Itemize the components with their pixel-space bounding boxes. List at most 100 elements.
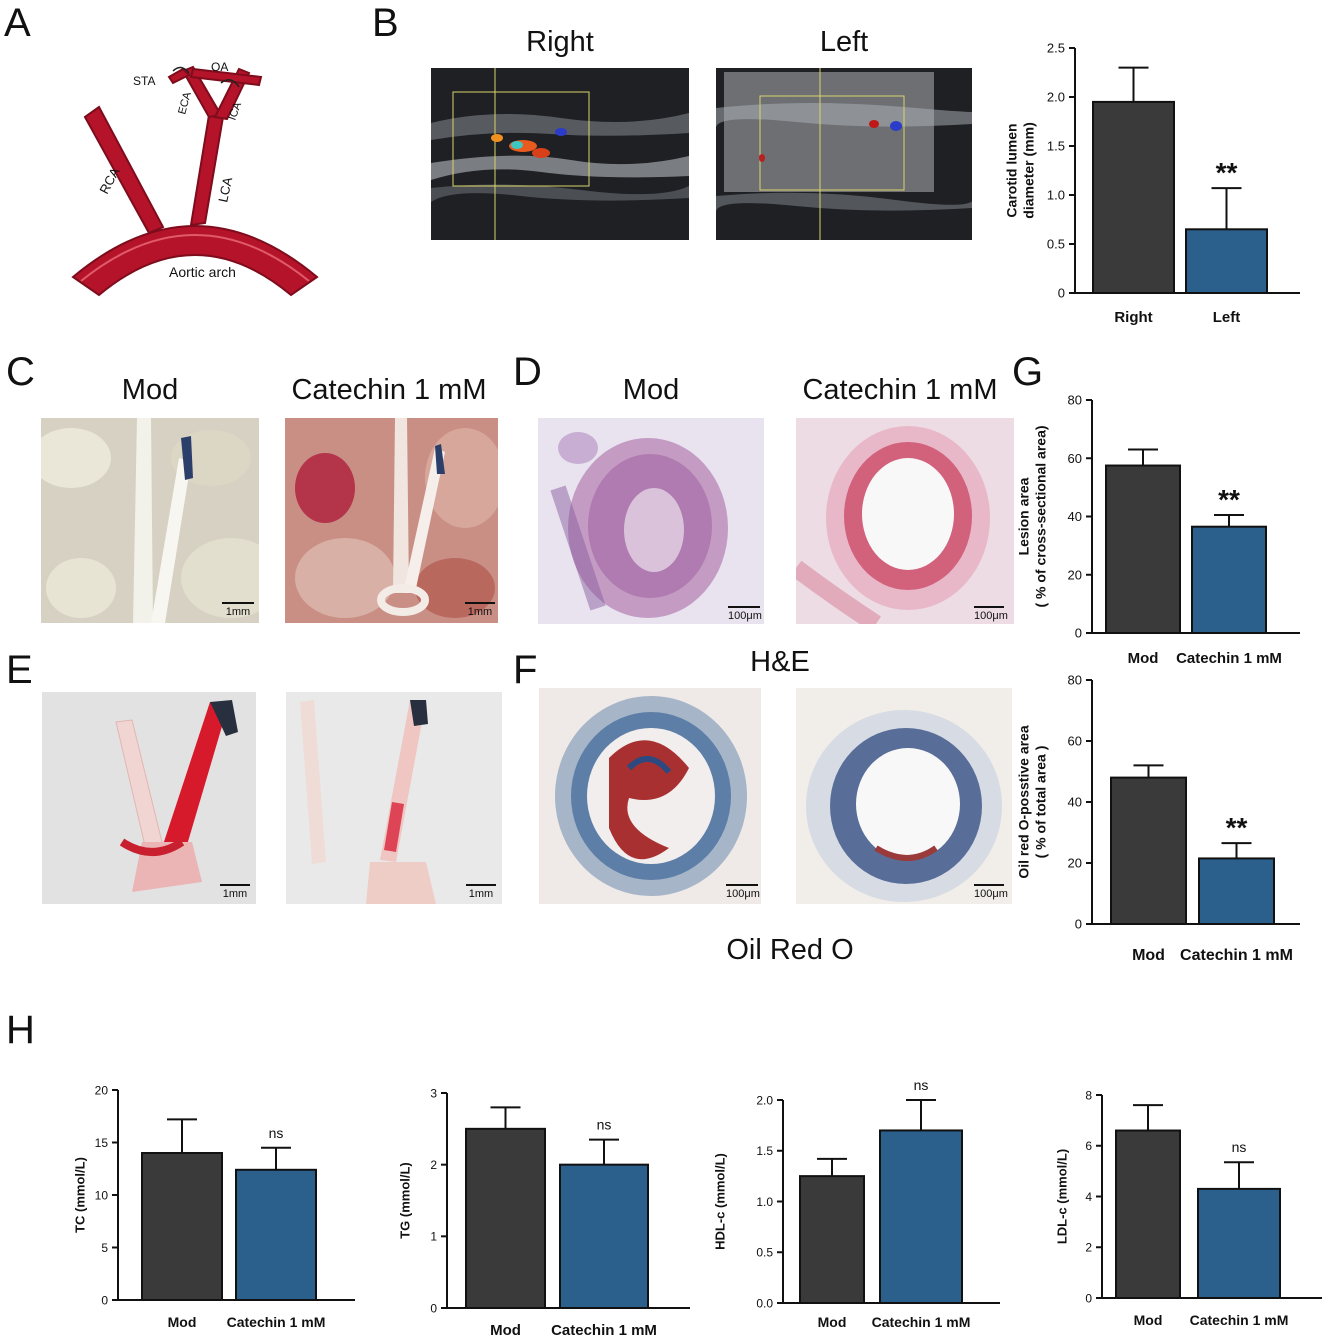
panel-b-left-title: Left — [819, 26, 869, 58]
y-tick-label: 40 — [1068, 795, 1082, 810]
bar-mod — [1115, 1129, 1181, 1300]
gross-carotid-mod-photo — [41, 418, 259, 623]
y-tick-label: 40 — [1068, 509, 1082, 524]
chart-b-lumen-diameter: 0 0.5 1.0 1.5 2.0 2.5 Right Left ** Carotid lumen… — [1004, 41, 1300, 326]
significance-marker: ns — [269, 1125, 284, 1141]
y-axis-label: TG (mmol/L) — [398, 1162, 413, 1239]
oil-red-section-catechin-image — [796, 688, 1012, 904]
label-oa: OA — [211, 60, 228, 74]
y-tick-label: 1.5 — [756, 1144, 773, 1158]
y-axis-label: ( % of total area ) — [1033, 746, 1049, 859]
y-tick-label: 10 — [95, 1188, 109, 1202]
category-label: Catechin 1 mM — [1176, 650, 1282, 667]
lca-vessel — [189, 113, 225, 227]
panel-label-g: G — [1012, 350, 1044, 394]
label-aortic-arch: Aortic arch — [169, 264, 236, 280]
category-label: Mod — [168, 1314, 197, 1330]
category-label: Catechin 1 mM — [551, 1322, 657, 1337]
panel-label-a: A — [4, 1, 31, 45]
bar-catechin-1-mm — [1197, 1187, 1281, 1299]
y-tick-label: 20 — [1068, 856, 1082, 871]
he-section-mod-image — [538, 418, 764, 624]
y-tick-label: 0 — [1058, 286, 1065, 301]
y-tick-label: 80 — [1068, 673, 1082, 688]
panel-d-mod-title: Mod — [622, 374, 680, 406]
category-label: Mod — [490, 1322, 521, 1337]
y-axis-label: Carotid lumen — [1004, 123, 1020, 217]
label-lca: LCA — [215, 175, 235, 203]
carotid-anatomy-diagram: STA OA ECA ICA RCA LCA Aortic arch — [71, 60, 319, 297]
y-tick-label: 8 — [1085, 1088, 1092, 1102]
y-axis-label: ( % of cross-sectional area) — [1033, 425, 1049, 607]
category-label: Catechin 1 mM — [227, 1314, 326, 1330]
y-tick-label: 0 — [1085, 1291, 1092, 1305]
category-label: Catechin 1 mM — [1180, 947, 1293, 964]
y-axis-label: TC (mmol/L) — [73, 1157, 88, 1233]
oil-red-o-stain-caption: Oil Red O — [726, 934, 854, 966]
bar-catechin-1-mm — [879, 1129, 963, 1304]
oil-red-en-face-catechin-photo — [286, 692, 502, 904]
category-label: Mod — [1134, 1312, 1163, 1328]
panel-b-right-title: Right — [526, 26, 594, 58]
category-label: Mod — [818, 1314, 847, 1330]
significance-marker: ** — [1218, 484, 1240, 515]
y-tick-label: 1.0 — [1047, 188, 1065, 203]
y-tick-label: 15 — [95, 1136, 109, 1150]
y-tick-label: 0.5 — [1047, 237, 1065, 252]
y-tick-label: 2 — [430, 1158, 437, 1172]
y-tick-label: 0 — [101, 1293, 108, 1307]
panel-label-d: D — [513, 350, 542, 394]
category-label: Catechin 1 mM — [872, 1314, 971, 1330]
y-tick-label: 1.5 — [1047, 139, 1065, 154]
bar-catechin-1-mm — [559, 1163, 649, 1309]
y-tick-label: 2.5 — [1047, 41, 1065, 56]
significance-marker: ns — [597, 1117, 612, 1133]
category-label: Right — [1114, 309, 1152, 326]
y-tick-label: 80 — [1068, 393, 1082, 408]
panel-c-catechin-title: Catechin 1 mM — [291, 374, 487, 406]
panel-d-catechin-title: Catechin 1 mM — [802, 374, 998, 406]
chart-h-hdl: 0.0 0.5 1.0 1.5 2.0 Mod Catechin 1 mM ns HDL-c (… — [713, 1077, 1000, 1330]
y-axis-label: Lesion area — [1016, 477, 1032, 555]
chart-h-tg: 0 1 2 3 Mod Catechin 1 mM ns TG (mmol/L) — [398, 1086, 690, 1337]
panel-label-c: C — [6, 350, 35, 394]
significance-marker: ** — [1226, 812, 1248, 843]
y-tick-label: 0.0 — [756, 1296, 773, 1310]
y-tick-label: 1 — [430, 1230, 437, 1244]
panel-label-h: H — [6, 1008, 35, 1052]
bar-catechin-1-mm — [1191, 525, 1267, 634]
y-tick-label: 2 — [1085, 1241, 1092, 1255]
bar-mod — [1110, 776, 1187, 925]
chart-h-tc: 0 5 10 15 20 Mod Catechin 1 mM ns TC (mmol/L) — [73, 1083, 355, 1330]
chart-g-oil-red-area: 0 20 40 60 80 Mod Catechin 1 mM ** Oil red O-pos… — [1016, 673, 1300, 964]
y-tick-label: 1.0 — [756, 1195, 773, 1209]
ultrasound-left-image — [716, 68, 972, 240]
category-label: Left — [1213, 309, 1241, 326]
y-tick-label: 60 — [1068, 451, 1082, 466]
sta-vessel — [167, 67, 191, 85]
panel-label-b: B — [372, 1, 399, 45]
y-axis-label: diameter (mm) — [1021, 122, 1037, 218]
category-label: Catechin 1 mM — [1190, 1312, 1289, 1328]
oa-vessel — [189, 67, 263, 87]
y-tick-label: 3 — [430, 1086, 437, 1100]
he-stain-caption: H&E — [750, 646, 810, 678]
y-tick-label: 60 — [1068, 734, 1082, 749]
label-sta: STA — [133, 74, 155, 88]
category-label: Mod — [1128, 650, 1159, 667]
bar-left — [1185, 228, 1268, 295]
oil-red-en-face-mod-photo — [42, 692, 256, 904]
bar-mod — [1105, 464, 1181, 634]
y-axis-label: Oil red O-posstive area — [1016, 725, 1032, 878]
category-label: Mod — [1132, 947, 1165, 964]
chart-h-ldl: 0 2 4 6 8 Mod Catechin 1 mM ns LDL-c (mmol/L) — [1055, 1088, 1322, 1328]
ultrasound-right-image — [431, 68, 689, 240]
y-tick-label: 2.0 — [1047, 90, 1065, 105]
y-axis-label: HDL-c (mmol/L) — [713, 1153, 728, 1250]
bar-mod — [799, 1175, 865, 1304]
chart-g-lesion-area: 0 20 40 60 80 Mod Catechin 1 mM ** Lesion area( … — [1016, 393, 1300, 667]
gross-carotid-catechin-photo — [285, 418, 498, 623]
significance-marker: ns — [1232, 1139, 1247, 1155]
y-tick-label: 6 — [1085, 1139, 1092, 1153]
y-tick-label: 5 — [101, 1241, 108, 1255]
